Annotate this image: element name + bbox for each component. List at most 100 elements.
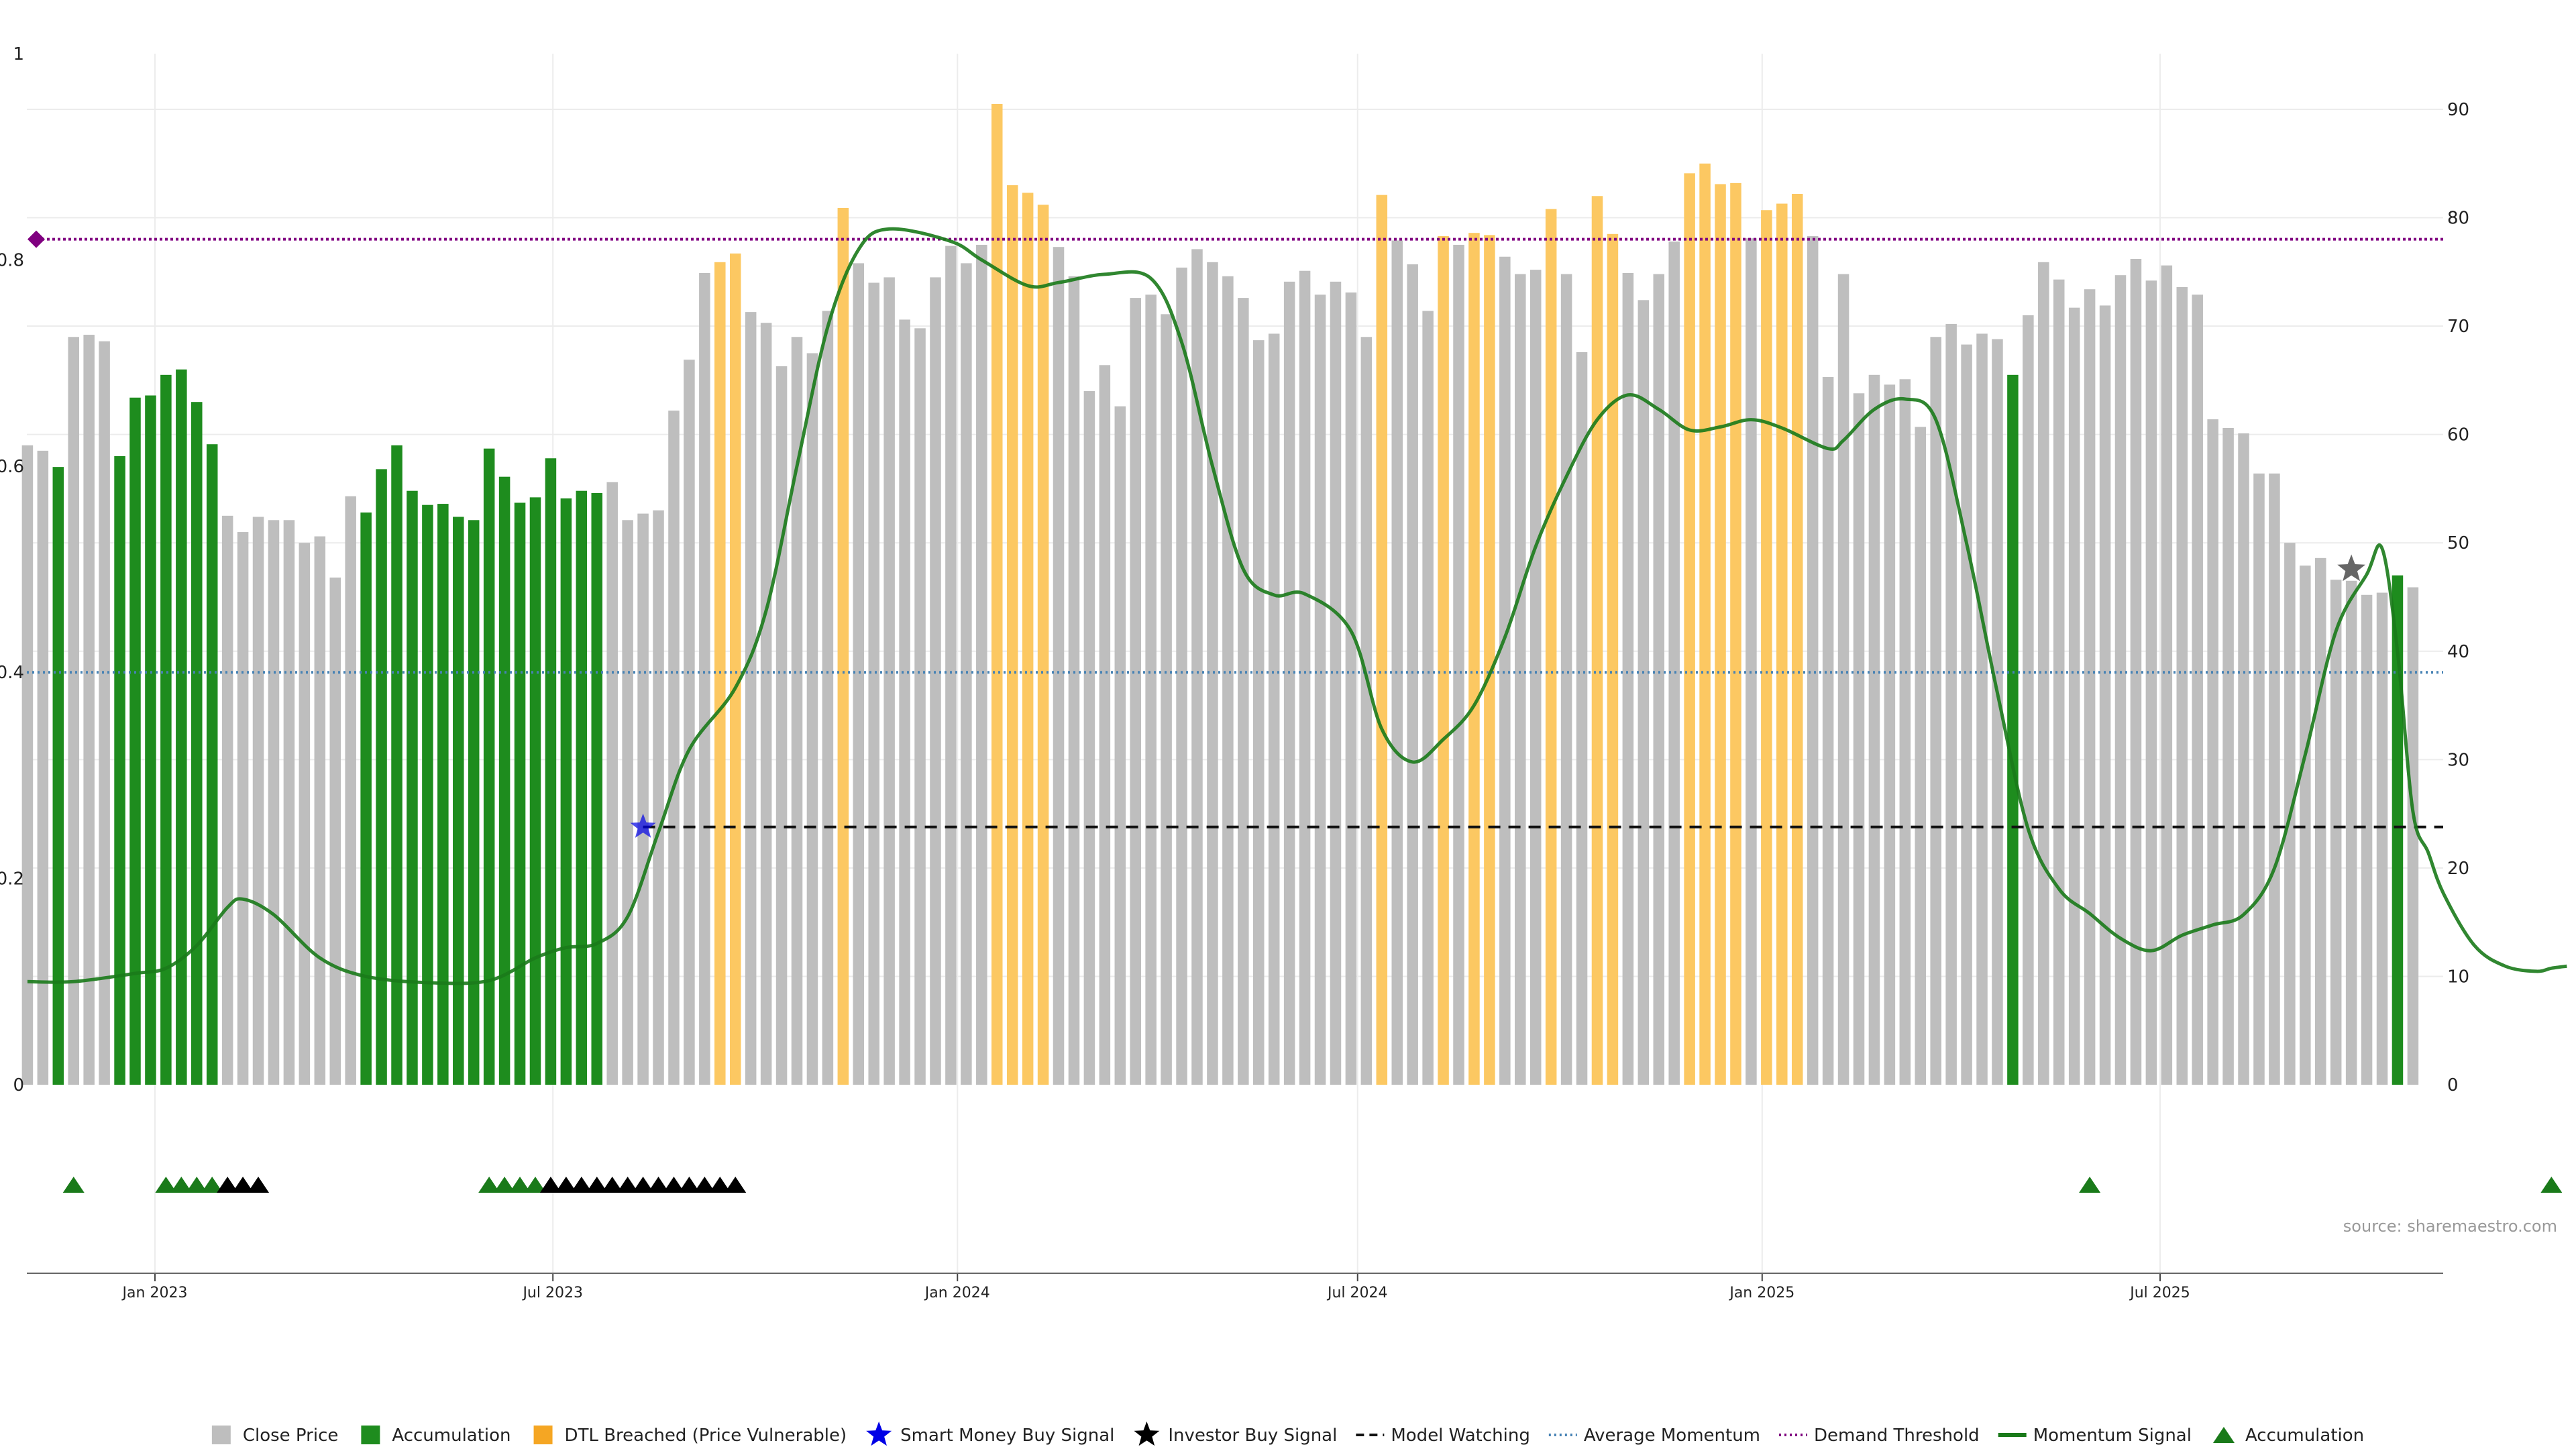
close-price-bar: [83, 335, 95, 1085]
accumulation-bar: [407, 490, 418, 1085]
accumulation-triangle: [201, 1177, 223, 1193]
close-price-bar: [1853, 393, 1865, 1085]
dtl-breached-bar: [1761, 210, 1772, 1085]
accumulation-bar: [2007, 374, 2019, 1085]
legend-swatch: [361, 1426, 380, 1444]
legend-label: Smart Money Buy Signal: [900, 1426, 1114, 1446]
close-price-bar: [1053, 247, 1065, 1085]
legend-label: Average Momentum: [1584, 1426, 1760, 1446]
close-price-bar: [1191, 249, 1203, 1085]
close-price-bar: [1145, 294, 1157, 1085]
close-price-bar: [1899, 379, 1911, 1085]
close-price-bar: [699, 272, 710, 1085]
x-axis-tick-label: Jul 2025: [2129, 1285, 2190, 1301]
right-axis-tick-label: 10: [2447, 967, 2469, 987]
dtl-breached-bar: [1037, 205, 1049, 1085]
accumulation-bar: [422, 504, 433, 1085]
investor-triangle: [248, 1177, 270, 1193]
close-price-bar: [2038, 262, 2049, 1085]
accumulation-triangle: [186, 1177, 208, 1193]
left-axis-tick-label: 0: [13, 1075, 24, 1095]
dtl-breached-bar: [1006, 185, 1018, 1085]
accumulation-triangle: [524, 1177, 546, 1193]
investor-triangle: [663, 1177, 685, 1193]
accumulation-triangle: [170, 1177, 193, 1193]
investor-triangle: [570, 1177, 592, 1193]
accumulation-triangle: [2540, 1177, 2563, 1193]
right-axis-tick-label: 80: [2447, 209, 2469, 229]
close-price-bar: [314, 536, 326, 1085]
legend-item-smart: Smart Money Buy Signal: [866, 1421, 1114, 1446]
x-axis-tick-label: Jan 2025: [1728, 1285, 1794, 1301]
investor-triangle: [678, 1177, 700, 1193]
investor-triangle: [601, 1177, 623, 1193]
legend-label: Close Price: [243, 1426, 339, 1446]
close-price-bar: [1529, 270, 1542, 1085]
close-price-bar: [2300, 566, 2311, 1085]
right-axis-tick-label: 40: [2447, 642, 2469, 662]
left-axis-tick-label: 0.6: [0, 457, 24, 477]
close-price-bar: [1837, 274, 1849, 1085]
left-axis-tick-label: 0.2: [0, 869, 24, 890]
accumulation-bar: [453, 517, 464, 1085]
legend-label: Momentum Signal: [2033, 1426, 2192, 1446]
dtl-breached-bar: [1022, 193, 1034, 1085]
left-axis-tick-label: 1: [13, 44, 24, 64]
close-price-bar: [1391, 240, 1403, 1085]
investor-triangle: [217, 1177, 239, 1193]
accumulation-bar: [437, 504, 449, 1085]
accumulation-bar: [468, 520, 480, 1085]
accumulation-bar: [498, 476, 511, 1085]
close-price-bar: [68, 337, 79, 1085]
dtl-breached-bar: [837, 208, 849, 1085]
close-price-bar: [961, 263, 972, 1085]
close-price-bar: [1238, 298, 1249, 1085]
right-axis-tick-label: 0: [2447, 1075, 2459, 1095]
close-price-bar: [1807, 236, 1819, 1085]
legend-triangle-icon: [2212, 1427, 2235, 1443]
close-price-bar: [1668, 241, 1680, 1085]
close-price-bar: [606, 482, 618, 1085]
legend-item-dtl: DTL Breached (Price Vulnerable): [533, 1426, 847, 1446]
dtl-breached-bar: [1699, 163, 1711, 1085]
right-axis-tick-label: 90: [2447, 100, 2469, 120]
legend-item-accum: Accumulation: [361, 1426, 511, 1446]
close-price-bar: [2192, 294, 2203, 1085]
close-price-bar: [1407, 264, 1418, 1085]
close-price-bar: [976, 244, 987, 1085]
dtl-breached-bar: [1715, 184, 1726, 1085]
legend-label: DTL Breached (Price Vulnerable): [565, 1426, 847, 1446]
investor-triangle: [232, 1177, 254, 1193]
close-price-bar: [237, 532, 249, 1085]
legend-item-demand: Demand Threshold: [1779, 1426, 1980, 1446]
close-price-bar: [653, 510, 664, 1085]
close-price-bar: [1976, 333, 1988, 1085]
close-price-bar: [1622, 272, 1634, 1085]
legend: Close Price Accumulation DTL Breached (Pri…: [211, 1421, 2364, 1446]
close-price-bar: [2068, 307, 2080, 1085]
close-price-bar: [1268, 333, 1280, 1085]
close-price-bar: [2053, 279, 2065, 1085]
accumulation-bar: [514, 502, 526, 1085]
accumulation-bar: [591, 492, 603, 1085]
close-price-bar: [1884, 384, 1896, 1085]
close-price-bar: [2207, 419, 2218, 1085]
x-axis-tick-label: Jan 2023: [121, 1285, 188, 1301]
legend-item-accum_tri: Accumulation: [2212, 1426, 2364, 1446]
legend-swatch: [211, 1426, 231, 1444]
accumulation-bar: [545, 458, 557, 1085]
accumulation-bar: [176, 369, 187, 1085]
close-price-bar: [868, 282, 879, 1085]
close-price-bar: [2084, 289, 2096, 1085]
accumulation-bar: [576, 490, 588, 1085]
close-price-bar: [345, 496, 356, 1085]
investor-triangle: [616, 1177, 639, 1193]
accumulation-bar: [360, 512, 372, 1085]
dtl-breached-bar: [1684, 173, 1695, 1085]
grid-layer: [27, 54, 2443, 1273]
close-price-bar: [1422, 311, 1434, 1085]
close-price-bar: [806, 353, 818, 1085]
close-price-bar: [2130, 258, 2142, 1085]
accumulation-triangle: [494, 1177, 516, 1193]
investor-triangle: [555, 1177, 577, 1193]
